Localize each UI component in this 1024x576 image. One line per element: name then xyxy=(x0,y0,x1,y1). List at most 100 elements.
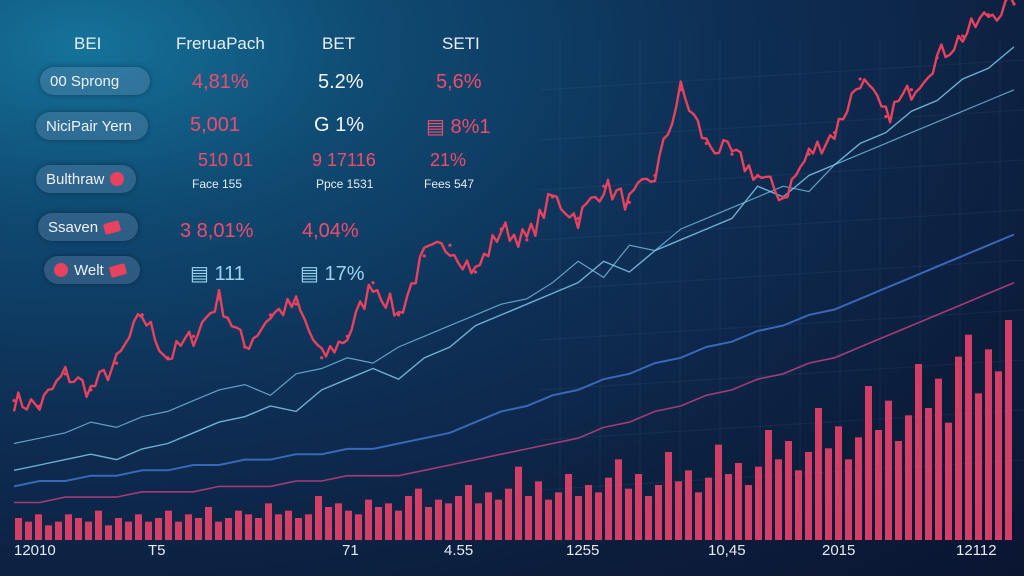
price-point xyxy=(63,372,67,376)
price-point xyxy=(38,404,42,408)
tag-icon xyxy=(108,262,127,278)
volume-bar xyxy=(315,496,322,540)
row-label-2[interactable]: NiciPair Yern xyxy=(36,112,148,140)
volume-bar xyxy=(715,444,722,540)
volume-bar xyxy=(75,518,82,540)
volume-bar xyxy=(115,518,122,540)
price-point xyxy=(576,216,580,220)
row-1-value-3: 5,6% xyxy=(436,71,482,93)
volume-bar xyxy=(105,525,112,540)
price-line xyxy=(12,0,1016,412)
header-col-2: FreruaPach xyxy=(176,34,265,53)
row-4-value-2: 4,04% xyxy=(302,220,359,242)
trend-line xyxy=(13,233,1015,488)
volume-bar xyxy=(745,485,752,540)
grid-line xyxy=(539,359,1024,391)
row-label-5[interactable]: Welt xyxy=(44,256,140,284)
x-tick-label: T5 xyxy=(148,542,166,559)
price-point xyxy=(807,152,811,156)
volume-bar xyxy=(285,510,292,540)
volume-bar xyxy=(895,441,902,540)
volume-bar xyxy=(15,518,22,540)
row-label-1[interactable]: 00 Sprong xyxy=(40,67,150,95)
price-point xyxy=(294,302,298,306)
grid-line xyxy=(539,209,1024,241)
volume-bar xyxy=(845,459,852,540)
price-series xyxy=(12,0,1016,412)
volume-bar xyxy=(945,422,952,540)
trend-line xyxy=(13,46,1015,471)
volume-bar xyxy=(605,477,612,540)
volume-bar xyxy=(535,481,542,540)
volume-bar xyxy=(615,459,622,540)
volume-bar xyxy=(815,408,822,540)
price-point xyxy=(1012,2,1016,6)
volume-bar xyxy=(85,521,92,540)
price-point xyxy=(191,334,196,338)
volume-bar xyxy=(995,371,1002,540)
x-tick-label: 12010 xyxy=(14,542,56,559)
price-point xyxy=(448,243,452,247)
row-2-value-3: ▤ 8%1 xyxy=(426,116,491,138)
row-label-3[interactable]: Bulthraw xyxy=(36,165,136,193)
price-point xyxy=(550,195,555,199)
row-4-value-1: 3 8,01% xyxy=(180,220,254,242)
row-3-value-1: 510 01 xyxy=(198,150,254,170)
volume-bar xyxy=(735,463,742,540)
volume-bar xyxy=(65,514,72,540)
volume-bar xyxy=(305,514,312,540)
grid-line xyxy=(539,59,1024,91)
trend-line xyxy=(13,89,1015,445)
volume-bar xyxy=(755,466,762,540)
row-2-value-1: 5,001 xyxy=(190,114,241,136)
x-tick-label: 2015 xyxy=(822,542,856,559)
volume-bar xyxy=(525,496,532,540)
row-3-sub-3: Fees 547 xyxy=(424,177,475,191)
volume-bar xyxy=(265,503,272,540)
trend-lines xyxy=(13,46,1015,504)
price-point xyxy=(114,361,119,365)
volume-bar xyxy=(405,496,412,540)
volume-bar xyxy=(475,503,482,540)
price-point xyxy=(602,184,606,188)
price-point xyxy=(653,173,657,178)
price-point xyxy=(397,313,401,317)
row-5-value-1: ▤ 111 xyxy=(190,263,245,285)
row-label-4[interactable]: Ssaven xyxy=(38,213,138,241)
row-3-value-3: 21% xyxy=(430,150,467,170)
price-point xyxy=(961,34,965,38)
price-point xyxy=(243,345,247,349)
volume-bar xyxy=(415,488,422,540)
row-label-4-text: Ssaven xyxy=(48,218,99,236)
price-point xyxy=(473,270,478,274)
row-label-1-text: 00 Sprong xyxy=(50,72,120,90)
volume-bar xyxy=(455,496,462,540)
price-point xyxy=(371,281,375,285)
volume-bar xyxy=(155,518,162,540)
volume-bar xyxy=(235,510,242,540)
price-point xyxy=(217,297,221,301)
volume-bar xyxy=(445,503,452,540)
row-label-5-text: Welt xyxy=(74,261,104,279)
volume-bar xyxy=(795,470,802,540)
price-point xyxy=(884,114,888,119)
volume-bar xyxy=(625,488,632,540)
volume-bar xyxy=(35,514,42,540)
trend-line xyxy=(14,281,1015,504)
row-3-value-2: 9 17116 xyxy=(312,150,376,170)
row-label-3-text: Bulthraw xyxy=(46,170,105,188)
volume-bar xyxy=(45,525,52,540)
price-point xyxy=(525,238,529,242)
volume-bar xyxy=(685,470,692,540)
volume-bar xyxy=(645,496,652,540)
volume-bar xyxy=(125,521,132,540)
row-5-value-2: ▤ 17% xyxy=(300,263,365,285)
volume-bar xyxy=(335,503,342,540)
volume-bar xyxy=(185,514,192,540)
volume-bar xyxy=(515,466,522,540)
x-tick-label: 10,45 xyxy=(708,542,746,559)
volume-bar xyxy=(545,499,552,540)
volume-bar xyxy=(375,507,382,540)
price-point xyxy=(730,152,734,156)
